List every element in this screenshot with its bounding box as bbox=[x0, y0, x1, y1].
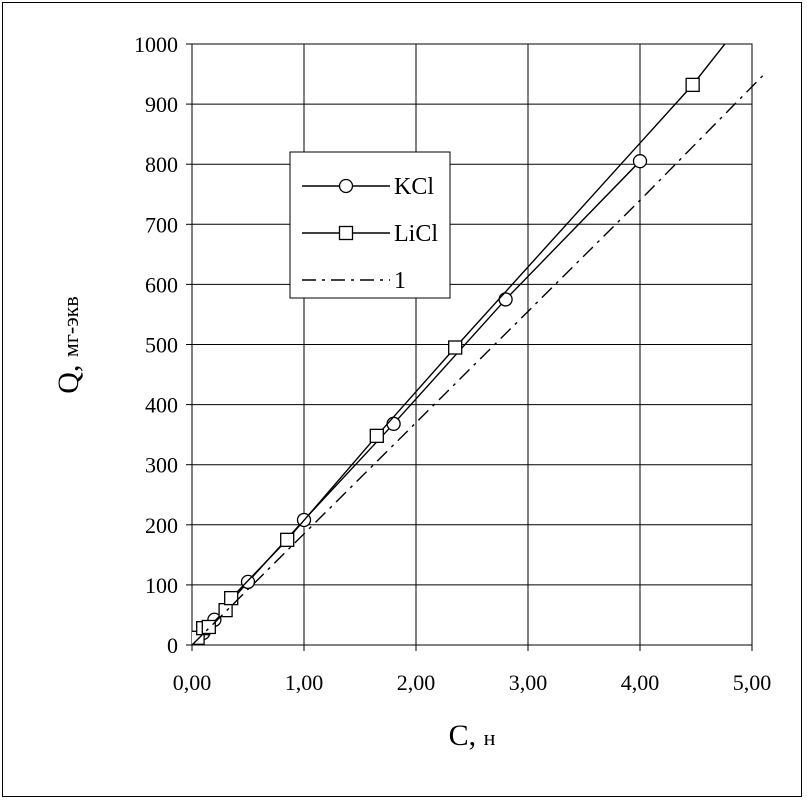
tick-labels: 0 100 200 300 400 500 600 700 800 900 1000 0,00 1,00… bbox=[134, 32, 771, 695]
data-point-square bbox=[218, 602, 233, 618]
x-tick-label: 1,00 bbox=[285, 670, 324, 695]
data-point-square bbox=[201, 619, 216, 635]
legend-label: LiCl bbox=[394, 221, 438, 247]
data-point-square bbox=[685, 77, 700, 93]
y-tick-label: 700 bbox=[145, 212, 178, 237]
legend-label: KCl bbox=[394, 174, 434, 200]
series-line bbox=[192, 74, 764, 645]
x-tick-label: 3,00 bbox=[509, 670, 548, 695]
data-point-circle bbox=[386, 416, 401, 431]
y-tick-label: 800 bbox=[145, 152, 178, 177]
series-licl bbox=[192, 44, 726, 645]
data-point-square bbox=[280, 532, 295, 547]
x-tick-label: 0,00 bbox=[173, 670, 212, 695]
y-tick-label: 100 bbox=[145, 573, 178, 598]
y-tick-label: 300 bbox=[145, 453, 178, 478]
series-line bbox=[196, 44, 726, 639]
legend-marker-circle bbox=[338, 178, 354, 194]
y-tick-label: 200 bbox=[145, 513, 178, 538]
data-point-square bbox=[369, 428, 384, 444]
data-point-square bbox=[224, 590, 239, 606]
y-tick-label: 900 bbox=[145, 92, 178, 117]
legend-label: 1 bbox=[394, 268, 406, 294]
y-axis-title: Q, мг-экв bbox=[52, 296, 85, 393]
data-point-circle bbox=[240, 574, 256, 590]
x-axis-title: C, н bbox=[449, 719, 496, 752]
legend-box bbox=[289, 151, 451, 299]
legend-marker-square bbox=[338, 225, 354, 241]
data-point-circle bbox=[632, 154, 648, 169]
y-tick-label: 600 bbox=[145, 272, 178, 297]
grid bbox=[192, 43, 753, 645]
y-tick-label: 500 bbox=[145, 333, 178, 358]
series-1 bbox=[192, 74, 764, 645]
axis-labels: C, н Q, мг-экв bbox=[52, 296, 496, 752]
data-point-square bbox=[448, 340, 463, 355]
x-tick-label: 4,00 bbox=[621, 670, 660, 695]
y-tick-label: 1000 bbox=[134, 32, 178, 57]
data-point-circle bbox=[498, 292, 513, 307]
series-group bbox=[192, 44, 764, 645]
x-tick-label: 5,00 bbox=[733, 670, 772, 695]
y-tick-label: 400 bbox=[145, 393, 178, 418]
y-tick-label: 0 bbox=[167, 633, 178, 658]
x-tick-label: 2,00 bbox=[397, 670, 436, 695]
axes bbox=[186, 43, 753, 651]
legend: KCl LiCl 1 bbox=[289, 151, 451, 299]
